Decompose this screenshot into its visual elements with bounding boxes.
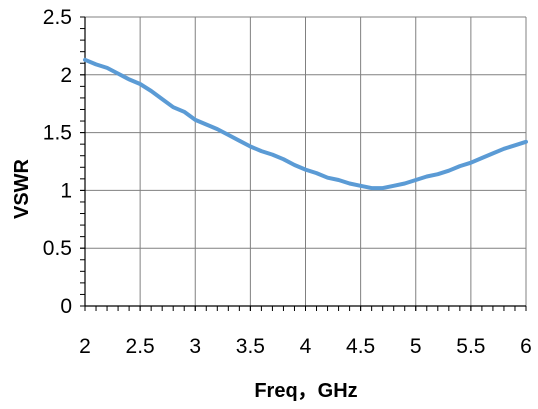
x-tick-label: 2 (79, 335, 91, 358)
x-tick-label: 6 (520, 335, 532, 358)
x-tick-label: 5.5 (456, 335, 485, 358)
y-axis-title: VSWR (11, 158, 33, 219)
x-tick-label: 4.5 (346, 335, 375, 358)
y-tick-label: 0 (60, 295, 72, 318)
y-tick-label: 1.5 (43, 122, 72, 145)
y-tick-label: 2.5 (43, 6, 72, 29)
x-tick-label: 3 (189, 335, 201, 358)
y-tick-label: 1 (60, 179, 72, 202)
tick-labels: 2 2.5 3 3.5 4 4.5 5 5.5 6 0 0.5 1 1.5 2 2.5 (43, 6, 532, 358)
series-layer (83, 57, 528, 191)
vswr-series-line (83, 57, 528, 191)
x-tick-label: 4 (300, 335, 312, 358)
grid-lines (84, 16, 527, 307)
x-tick-label: 5 (410, 335, 422, 358)
x-axis-title: Freq，GHz (254, 380, 357, 402)
x-tick-label: 2.5 (126, 335, 155, 358)
axes (80, 16, 527, 311)
y-tick-label: 0.5 (43, 237, 72, 260)
y-tick-label: 2 (60, 64, 72, 87)
x-tick-label: 3.5 (236, 335, 265, 358)
